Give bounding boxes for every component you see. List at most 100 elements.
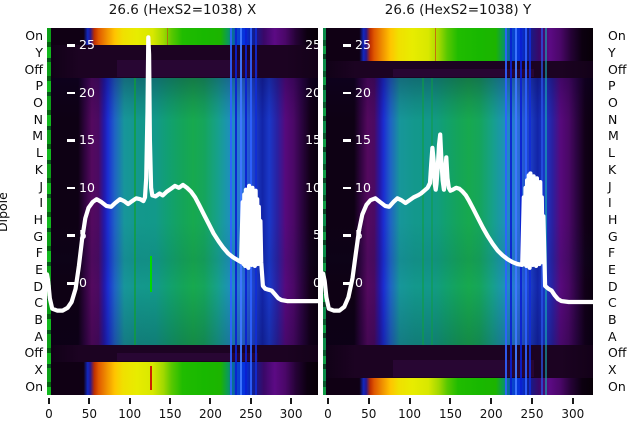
row-label-left: B xyxy=(34,311,43,327)
y-tick-label: 10 xyxy=(355,179,371,195)
streak-line xyxy=(515,28,517,395)
green-marker-line xyxy=(431,78,433,345)
green-marker-line xyxy=(422,78,424,345)
streak-line xyxy=(520,28,522,395)
row-label-right: F xyxy=(608,245,616,261)
x-tick-label: 200 xyxy=(198,407,222,421)
row-label-right: H xyxy=(608,211,618,227)
y-tick-mark xyxy=(67,282,75,285)
y-tick-label: 10 xyxy=(79,179,95,195)
row-label-right: E xyxy=(608,261,616,277)
row-label-right: Off xyxy=(608,345,627,361)
row-label-right: G xyxy=(608,228,618,244)
row-label-left: E xyxy=(35,261,43,277)
x-tick-label: 0 xyxy=(324,407,332,421)
x-tick-label: 250 xyxy=(239,407,263,421)
x-tick-mark xyxy=(128,398,131,404)
green-marker-line xyxy=(150,256,152,292)
row-label-left: F xyxy=(35,245,43,261)
row-label-right: On xyxy=(608,378,626,394)
row-label-right: On xyxy=(608,28,626,44)
row-label-left: P xyxy=(35,78,43,94)
y-tick-label: 20 xyxy=(79,84,95,100)
row-label-left: X xyxy=(34,361,43,377)
y-tick-label: 20 xyxy=(355,84,371,100)
x-tick-label: 200 xyxy=(479,407,503,421)
x-tick-label: 250 xyxy=(520,407,544,421)
profile-curve xyxy=(47,35,318,313)
row-label-left: D xyxy=(33,278,43,294)
x-tick-label: 50 xyxy=(81,407,97,421)
plot-title-x: 26.6 (HexS2=1038) X xyxy=(108,2,257,18)
row-label-right: L xyxy=(608,145,615,161)
y-tick-label-right: 25 xyxy=(305,37,318,52)
plot-x: 25 20 15 10 5 0 25 20 15 10 5 0 xyxy=(47,28,318,395)
x-tick-mark xyxy=(531,398,533,404)
green-marker-line xyxy=(134,78,136,345)
row-label-left: Off xyxy=(24,61,43,77)
row-label-right: A xyxy=(608,328,617,344)
row-label-right: B xyxy=(608,311,617,327)
dark-patch xyxy=(117,59,259,77)
row-label-left: On xyxy=(25,378,43,394)
heatmap-dark-top xyxy=(47,45,318,78)
y-tick-label-right: 15 xyxy=(305,132,318,148)
plot-title-y: 26.6 (HexS2=1038) Y xyxy=(384,2,532,18)
x-tick-mark xyxy=(249,398,252,404)
y-tick-label: 15 xyxy=(355,132,371,148)
x-tick-label: 150 xyxy=(158,407,182,421)
row-label-right: Off xyxy=(608,61,627,77)
row-label-right: I xyxy=(608,195,612,211)
row-labels-left: On Y Off P O N M L K J I H G F E D C B A Off X On xyxy=(0,28,44,395)
row-label-left: A xyxy=(34,328,43,344)
row-label-left: C xyxy=(34,295,43,311)
row-label-left: On xyxy=(25,28,43,44)
heatmap-body xyxy=(323,78,593,345)
x-tick-mark xyxy=(327,398,329,404)
y-tick-label-right: 0 xyxy=(313,275,318,290)
y-tick-label: 25 xyxy=(355,37,371,52)
row-label-left: L xyxy=(36,145,43,161)
x-tick-label: 300 xyxy=(561,407,585,421)
edge-strip xyxy=(323,28,326,395)
y-tick-mark xyxy=(343,44,351,47)
heatmap-body xyxy=(47,78,318,345)
y-tick-mark xyxy=(343,234,351,237)
x-tick-mark xyxy=(48,398,50,404)
edge-strip xyxy=(47,28,51,395)
y-tick-mark xyxy=(343,186,351,190)
row-label-left: O xyxy=(33,95,43,111)
row-label-left: G xyxy=(33,228,43,244)
streak-line xyxy=(230,28,232,395)
y-tick-mark xyxy=(67,234,75,237)
red-marker-line xyxy=(435,28,436,61)
dark-patch xyxy=(393,68,534,78)
row-label-left: M xyxy=(32,128,43,144)
y-tick-mark xyxy=(67,186,75,190)
x-tick-mark xyxy=(88,398,91,404)
row-label-left: Y xyxy=(35,45,43,60)
y-tick-label: 0 xyxy=(355,275,363,290)
row-label-right: M xyxy=(608,128,619,144)
profile-curve xyxy=(323,132,593,313)
row-label-left: Off xyxy=(24,345,43,361)
row-label-left: I xyxy=(39,195,43,211)
row-label-left: J xyxy=(39,178,43,194)
y-tick-mark xyxy=(67,139,75,142)
x-tick-label: 150 xyxy=(438,407,462,421)
red-marker-line xyxy=(150,366,152,390)
row-label-left: H xyxy=(33,211,43,227)
row-label-right: O xyxy=(608,95,618,111)
row-label-left: K xyxy=(34,161,43,177)
y-tick-label: 5 xyxy=(355,227,363,243)
y-tick-label: 25 xyxy=(79,37,95,52)
x-tick-label: 100 xyxy=(118,407,142,421)
x-tick-mark xyxy=(209,398,212,404)
row-label-right: D xyxy=(608,278,618,294)
x-axis-right-plot: 0 50 100 150 200 250 300 xyxy=(323,397,603,429)
y-tick-mark xyxy=(343,91,351,95)
y-tick-mark xyxy=(67,44,75,47)
row-label-right: Y xyxy=(608,45,616,60)
row-label-right: K xyxy=(608,161,617,177)
